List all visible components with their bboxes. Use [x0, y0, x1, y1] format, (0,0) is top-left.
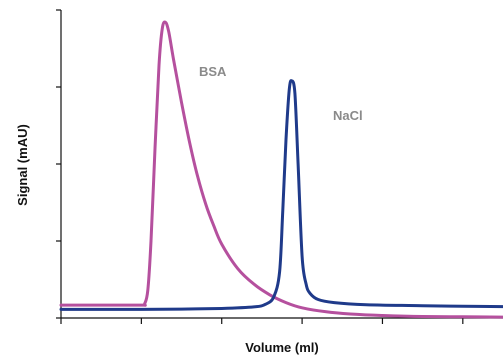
series-line-nacl [59, 79, 503, 311]
plot-lines [59, 20, 503, 319]
x-axis-title: Volume (ml) [245, 340, 318, 355]
labels: Volume (ml) Signal (mAU) BSA NaCl [15, 64, 363, 355]
series-label-bsa: BSA [199, 64, 227, 79]
series-line-bsa [59, 20, 503, 319]
series-label-nacl: NaCl [333, 108, 363, 123]
y-axis-title: Signal (mAU) [15, 124, 30, 206]
